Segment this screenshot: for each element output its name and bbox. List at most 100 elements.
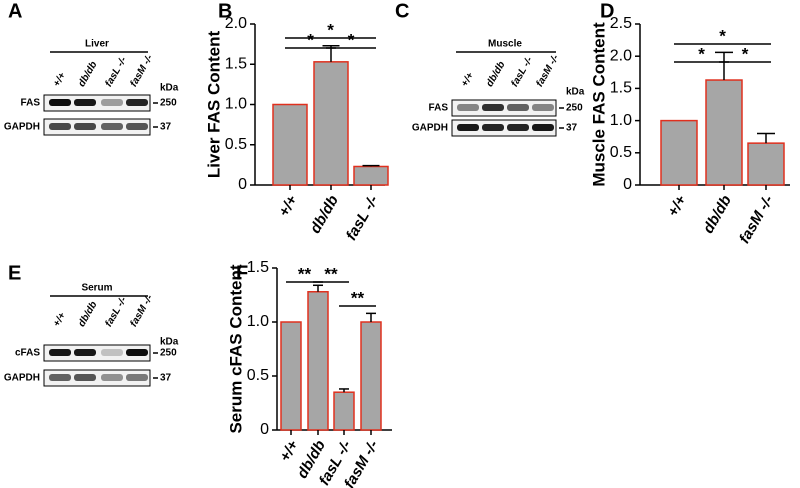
blot-frame <box>43 344 151 362</box>
y-tick-label: 2.5 <box>610 15 632 32</box>
blot-band <box>532 104 554 111</box>
row-label: GAPDH <box>4 373 40 384</box>
significance-label: * <box>307 30 314 49</box>
error-bar <box>757 132 775 144</box>
row-label: FAS <box>21 98 41 109</box>
row-label: cFAS <box>15 348 40 359</box>
lane-label: fasM -/- <box>534 52 561 88</box>
blot-band <box>126 123 148 130</box>
bar <box>313 61 349 186</box>
y-tick-label: 2.0 <box>610 47 632 64</box>
error-bar <box>362 164 380 167</box>
lane-label: fasL -/- <box>103 295 129 329</box>
lane-label: db/db <box>76 300 99 329</box>
significance-label: ** <box>298 264 312 283</box>
lane-label: fasM -/- <box>128 52 155 88</box>
marker-label: 250 <box>160 348 177 359</box>
blot-band <box>126 349 148 356</box>
blot-band <box>49 374 71 381</box>
y-tick-label: 1.0 <box>610 112 632 129</box>
blot-band <box>532 124 554 131</box>
bar <box>747 142 785 186</box>
blot-band <box>101 99 123 106</box>
blot-band <box>482 104 504 111</box>
y-tick-label: 0.5 <box>247 367 269 384</box>
blot-band <box>482 124 504 131</box>
y-axis-label: Liver FAS Content <box>204 30 223 178</box>
blot-band <box>101 374 123 381</box>
y-tick-label: 0.5 <box>610 144 632 161</box>
blot-band <box>457 124 479 131</box>
x-tick-label: db/db <box>700 192 735 236</box>
significance-label: * <box>327 20 334 39</box>
bar <box>705 79 743 186</box>
significance-label: ** <box>351 288 365 307</box>
y-tick-label: 0 <box>260 421 269 438</box>
x-tick-label: +/+ <box>275 192 301 219</box>
blot-band <box>49 99 71 106</box>
blot-band <box>74 99 96 106</box>
blot-band <box>101 123 123 130</box>
blot-frame <box>43 118 151 136</box>
y-axis-label: Muscle FAS Content <box>589 22 608 187</box>
y-tick-label: 1.0 <box>247 313 269 330</box>
y-tick-label: 0 <box>238 176 247 193</box>
x-tick-label: fasL -/- <box>343 192 382 243</box>
unit-label: kDa <box>566 87 585 98</box>
x-tick-label: +/+ <box>276 437 302 464</box>
blot-band <box>457 104 479 111</box>
blot-band <box>74 374 96 381</box>
row-label: GAPDH <box>4 122 40 133</box>
blot-band <box>49 123 71 130</box>
blot-band <box>74 123 96 130</box>
blot-frame <box>43 369 151 387</box>
blot-title: Muscle <box>488 39 522 50</box>
marker-label: 37 <box>566 123 578 134</box>
lane-label: db/db <box>484 60 507 89</box>
lane-label: +/+ <box>51 311 68 329</box>
blot-band <box>507 124 529 131</box>
blot-frame <box>43 94 151 112</box>
bar <box>307 291 329 431</box>
panel-letter: A <box>8 0 22 22</box>
x-tick-label: fasM -/- <box>736 192 777 246</box>
significance-label: ** <box>324 264 338 283</box>
blot-band <box>74 349 96 356</box>
bar <box>660 119 698 186</box>
lane-label: +/+ <box>459 71 476 89</box>
significance-label: * <box>698 44 705 63</box>
blot-band <box>126 99 148 106</box>
bar <box>360 321 382 431</box>
error-bar <box>715 51 733 81</box>
y-tick-label: 0 <box>623 176 632 193</box>
error-bar <box>313 284 323 292</box>
panel-letter: E <box>8 262 21 284</box>
panel-letter: C <box>395 0 409 22</box>
y-tick-label: 0.5 <box>225 136 247 153</box>
lane-label: fasL -/- <box>103 55 129 89</box>
unit-label: kDa <box>160 83 179 94</box>
blot-band <box>507 104 529 111</box>
significance-label: * <box>719 26 726 45</box>
marker-label: 37 <box>160 122 172 133</box>
bar <box>280 321 302 431</box>
x-tick-label: db/db <box>307 192 342 236</box>
lane-label: fasM -/- <box>128 292 155 328</box>
blot-band <box>49 349 71 356</box>
panel-letter: F <box>236 262 248 284</box>
y-tick-label: 1.5 <box>610 80 632 97</box>
bar <box>272 103 308 186</box>
blot-title: Liver <box>85 39 109 50</box>
blot-band <box>126 374 148 381</box>
row-label: FAS <box>429 103 449 114</box>
bar <box>333 391 355 431</box>
y-tick-label: 2.0 <box>225 15 247 32</box>
y-tick-label: 1.0 <box>225 96 247 113</box>
y-tick-label: 1.5 <box>225 55 247 72</box>
significance-label: * <box>742 44 749 63</box>
marker-label: 250 <box>160 98 177 109</box>
error-bar <box>366 312 376 322</box>
significance-label: * <box>348 30 355 49</box>
panel-letter: D <box>600 0 614 22</box>
